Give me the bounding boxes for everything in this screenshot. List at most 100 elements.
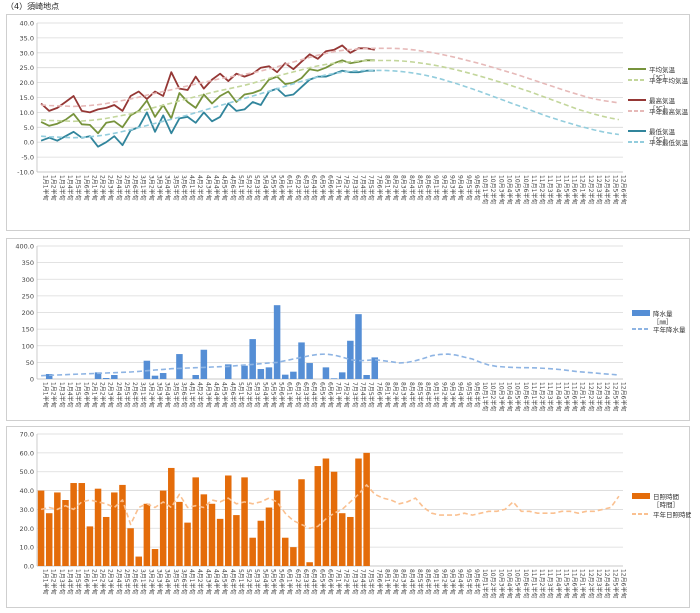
bar [102,378,110,379]
x-tick-label: 2月5半旬 [123,175,131,201]
x-tick-label: 7月2半旬 [343,382,351,408]
x-tick-label: 1月6半旬 [82,569,90,595]
x-tick-label: 2月5半旬 [123,569,131,595]
x-tick-label: 8月1半旬 [383,382,391,408]
x-tick-label: 11月5半旬 [562,382,570,411]
y-tick-label: 35.0 [20,34,34,42]
y-tick-label: 300 [22,276,34,284]
x-tick-label: 10月5半旬 [514,382,522,411]
x-tick-label: 8月6半旬 [424,175,432,201]
x-tick-label: 4月3半旬 [204,569,212,595]
x-tick-label: 2月6半旬 [131,382,139,408]
x-tick-label: 2月3半旬 [107,569,115,595]
legend-label: 平年最高気温 [649,107,689,116]
bar [249,537,256,566]
y-tick-label: 250 [22,292,34,300]
bar [111,375,118,379]
bar [168,467,175,566]
x-tick-label: 12月6半旬 [619,569,627,598]
x-tick-label: 12月2半旬 [587,382,595,411]
bar [241,365,248,379]
bar [281,537,289,566]
x-tick-label: 5月2半旬 [245,175,253,201]
bar [281,374,289,379]
bar [249,339,256,379]
x-tick-label: 2月4半旬 [115,382,123,408]
precipitation-chart: 0 50 100 150 200 250 300 350 400.0 1月1半旬 1月2半旬 1月3半… [15,243,686,412]
bar [257,520,265,566]
x-tick-label: 1月4半旬 [66,569,74,595]
x-tick-label: 4月2半旬 [196,175,204,201]
series-line [40,59,375,135]
x-tick-label: 1月6半旬 [82,382,90,408]
bar [192,477,199,566]
x-tick-label: 8月3半旬 [400,382,408,408]
temperature-chart-panel: -10.0 -5.0 0.0 5.0 10.0 15.0 20.0 25.0 30.0 35.0 4… [6,14,690,231]
x-tick-label: 4月2半旬 [196,569,204,595]
bar [111,492,118,566]
bar [265,367,273,379]
x-tick-label: 3月4半旬 [164,382,172,408]
x-tick-label: 10月5半旬 [514,175,522,204]
x-tick-label: 5月3半旬 [253,382,261,408]
x-tick-label: 9月6半旬 [473,569,481,595]
x-tick-label: 12月1半旬 [579,175,587,204]
y-tick-label: 50 [26,359,34,367]
x-tick-label: 11月3半旬 [546,175,554,204]
x-tick-label: 4月2半旬 [196,382,204,408]
x-tick-label: 7月2半旬 [343,175,351,201]
x-tick-label: 11月6半旬 [571,382,579,411]
sunshine-chart: 0.0 10.0 20.0 30.0 40.0 50.0 60.0 70.0 1月1半旬 1月2半… [20,431,691,599]
y-tick-label: 25.0 [20,64,34,72]
x-tick-label: 9月5半旬 [465,175,473,201]
x-tick-label: 9月4半旬 [457,569,465,595]
x-tick-label: 9月5半旬 [465,382,473,408]
x-tick-label: 8月4半旬 [408,382,416,408]
y-tick-label: 0.0 [24,139,34,147]
x-tick-label: 12月2半旬 [587,569,595,598]
y-tick-label: 400.0 [15,243,34,251]
x-tick-label: 10月1半旬 [481,175,489,204]
x-tick-label: 3月2半旬 [147,382,155,408]
y-tick-label: 5.0 [24,124,34,132]
bar [200,494,208,566]
legend-label: 平均気温 [649,65,676,74]
legend-label: 平年日照時間 [653,510,691,519]
x-tick-label: 3月4半旬 [164,569,172,595]
x-tick-label: 12月5半旬 [611,175,619,204]
bar [94,372,102,379]
x-tick-label: 4月4半旬 [212,569,220,595]
x-tick-label: 3月1半旬 [139,382,147,408]
x-tick-label: 4月6半旬 [229,382,237,408]
x-tick-label: 5月5半旬 [269,569,277,595]
precipitation-chart-panel: 0 50 100 150 200 250 300 350 400.0 1月1半旬 1月2半旬 1月3半… [6,238,690,421]
x-tick-label: 5月3半旬 [253,569,261,595]
bar [176,354,183,379]
x-tick-label: 9月2半旬 [440,382,448,408]
x-tick-label: 9月3半旬 [449,569,457,595]
x-tick-label: 7月4半旬 [359,382,367,408]
bar [54,492,61,566]
bar [322,367,330,379]
x-tick-label: 7月1半旬 [335,175,343,201]
x-tick-label: 12月3半旬 [595,175,603,204]
x-tick-label: 12月4半旬 [603,569,611,598]
x-tick-label: 3月4半旬 [164,175,172,201]
series-line [41,59,620,123]
x-tick-label: 1月4半旬 [66,382,74,408]
x-tick-label: 6月1半旬 [286,569,294,595]
x-tick-label: 4月6半旬 [229,569,237,595]
x-tick-label: 7月5半旬 [367,175,375,201]
x-tick-label: 1月5半旬 [74,569,82,595]
y-tick-label: -5.0 [21,154,34,162]
bar [363,375,370,379]
bar [371,357,379,379]
x-tick-label: 9月4半旬 [457,175,465,201]
y-tick-label: 100 [22,342,34,350]
x-tick-label: 11月6半旬 [571,175,579,204]
x-tick-label: 2月1半旬 [90,175,98,201]
bar [314,466,322,566]
x-tick-label: 4月1半旬 [188,569,196,595]
y-tick-label: 20.0 [20,525,34,533]
x-tick-label: 1月1半旬 [42,175,50,201]
